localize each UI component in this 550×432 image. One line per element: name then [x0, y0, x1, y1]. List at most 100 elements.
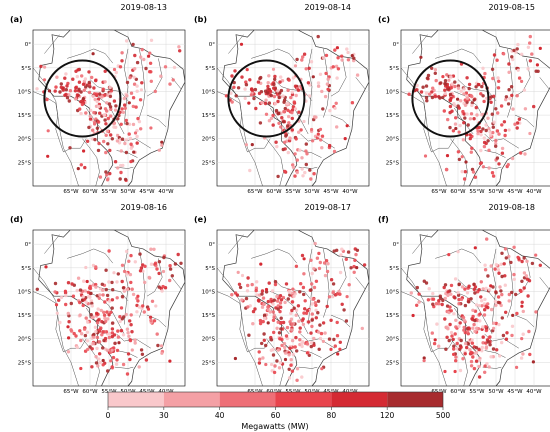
fire-point — [489, 95, 493, 99]
colorbar-segment — [331, 392, 388, 407]
fire-point — [499, 303, 503, 308]
state-border — [401, 267, 447, 386]
fire-point — [333, 344, 337, 348]
fire-point — [317, 347, 321, 351]
coastline — [311, 181, 317, 186]
fire-point — [112, 67, 117, 72]
fire-point — [269, 116, 274, 121]
fire-point — [82, 88, 87, 93]
fire-point — [163, 65, 168, 69]
fire-point — [107, 249, 111, 253]
fire-point — [294, 313, 298, 317]
lat-tick-label: 15°S — [18, 313, 32, 319]
fire-point — [67, 93, 71, 97]
fire-point — [140, 352, 145, 356]
fire-point — [474, 303, 479, 307]
state-border — [484, 133, 519, 149]
fire-point — [479, 133, 483, 137]
fire-point — [258, 357, 262, 361]
lon-tick-label: 65°W — [247, 189, 263, 195]
fire-point — [55, 311, 59, 315]
fire-point — [483, 268, 488, 272]
fire-point — [301, 174, 305, 178]
fire-point — [128, 319, 132, 323]
fire-point — [286, 124, 290, 128]
fire-point — [510, 93, 514, 98]
fire-point — [519, 151, 523, 155]
fire-point — [473, 329, 477, 334]
fire-point — [112, 333, 117, 337]
fire-point — [97, 318, 101, 322]
fire-point — [111, 321, 115, 325]
fire-point — [338, 340, 342, 344]
fire-point — [109, 133, 113, 137]
fire-point — [135, 134, 139, 139]
fire-point — [448, 104, 453, 109]
fire-point — [483, 325, 488, 329]
fire-point — [514, 292, 518, 297]
panel-b: (b) 2019-08-14 0° 5°S 10°S 15°S 20°S 25°S 65°W… — [194, 3, 370, 195]
fire-point — [148, 51, 152, 55]
fire-point — [527, 329, 531, 334]
fire-point — [427, 287, 431, 291]
fire-point — [510, 333, 514, 338]
fire-point — [279, 316, 283, 320]
fire-point — [276, 348, 280, 352]
fire-point — [91, 128, 95, 132]
fire-point — [148, 70, 152, 74]
fire-point — [93, 122, 97, 126]
fire-point — [317, 266, 322, 271]
fire-point — [84, 316, 88, 320]
fire-point — [263, 101, 268, 106]
fire-point — [300, 253, 305, 258]
fire-point — [78, 107, 82, 111]
fire-point — [95, 335, 100, 340]
fire-point — [120, 263, 125, 267]
fire-point — [459, 297, 464, 302]
fire-point — [116, 166, 120, 170]
fire-point — [139, 266, 144, 270]
state-border — [484, 350, 506, 358]
lat-tick-label: 0° — [393, 42, 399, 48]
fire-point — [470, 146, 474, 150]
fire-point — [66, 311, 70, 316]
fire-point — [347, 283, 351, 287]
state-border — [300, 350, 322, 358]
fire-point — [334, 64, 339, 68]
lat-tick-label: 5°S — [205, 66, 215, 72]
fire-point — [138, 269, 143, 273]
fire-point — [75, 93, 80, 97]
fire-point — [47, 89, 52, 93]
fire-point — [253, 307, 257, 311]
fire-point — [303, 307, 307, 311]
fire-point — [447, 253, 451, 257]
fire-point — [157, 148, 161, 152]
fire-point — [435, 322, 439, 326]
fire-point — [267, 119, 272, 123]
fire-point — [426, 298, 431, 302]
fire-point — [510, 156, 515, 161]
fire-point — [437, 344, 441, 348]
fire-point — [446, 117, 450, 122]
fire-point — [93, 325, 98, 329]
fire-point — [496, 86, 501, 90]
fire-point — [88, 117, 93, 121]
fire-point — [161, 269, 166, 274]
fire-point — [462, 121, 466, 125]
fire-point — [465, 345, 469, 350]
fire-point — [234, 94, 238, 98]
fire-point — [57, 298, 61, 302]
fire-point — [426, 73, 431, 78]
fire-point — [83, 165, 87, 170]
state-border — [435, 248, 481, 264]
fire-point — [77, 80, 82, 84]
fire-point — [329, 318, 333, 322]
lon-tick-label: 60°W — [450, 189, 466, 195]
fire-point — [114, 104, 118, 108]
fire-point — [123, 106, 128, 111]
fire-point — [350, 54, 354, 58]
fire-point — [310, 271, 314, 276]
fire-point — [466, 123, 470, 127]
fire-point — [293, 64, 298, 68]
fire-point — [485, 362, 489, 366]
